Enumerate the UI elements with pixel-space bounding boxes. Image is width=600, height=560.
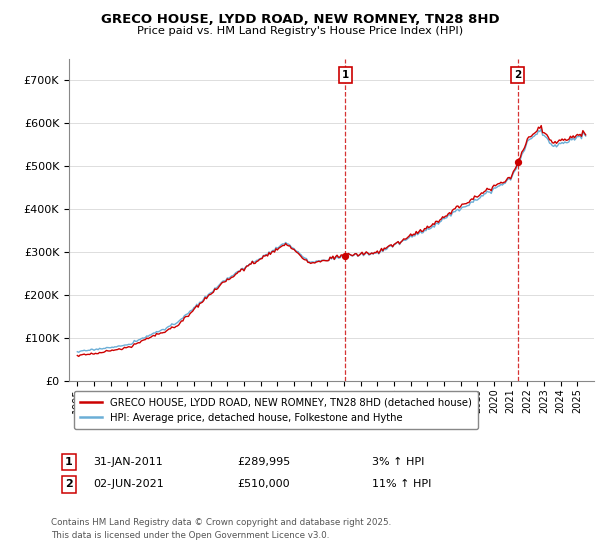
Text: 02-JUN-2021: 02-JUN-2021	[93, 479, 164, 489]
Text: 2: 2	[514, 70, 521, 80]
Text: 1: 1	[65, 457, 73, 467]
Point	[513, 157, 523, 166]
Point	[341, 252, 350, 261]
Text: 3% ↑ HPI: 3% ↑ HPI	[372, 457, 424, 467]
Legend: GRECO HOUSE, LYDD ROAD, NEW ROMNEY, TN28 8HD (detached house), HPI: Average pric: GRECO HOUSE, LYDD ROAD, NEW ROMNEY, TN28…	[74, 391, 478, 429]
Text: 2: 2	[65, 479, 73, 489]
Text: 11% ↑ HPI: 11% ↑ HPI	[372, 479, 431, 489]
Text: Price paid vs. HM Land Registry's House Price Index (HPI): Price paid vs. HM Land Registry's House …	[137, 26, 463, 36]
Text: £289,995: £289,995	[237, 457, 290, 467]
Text: £510,000: £510,000	[237, 479, 290, 489]
Text: 31-JAN-2011: 31-JAN-2011	[93, 457, 163, 467]
Text: GRECO HOUSE, LYDD ROAD, NEW ROMNEY, TN28 8HD: GRECO HOUSE, LYDD ROAD, NEW ROMNEY, TN28…	[101, 13, 499, 26]
Text: Contains HM Land Registry data © Crown copyright and database right 2025.
This d: Contains HM Land Registry data © Crown c…	[51, 519, 391, 540]
Text: 1: 1	[342, 70, 349, 80]
